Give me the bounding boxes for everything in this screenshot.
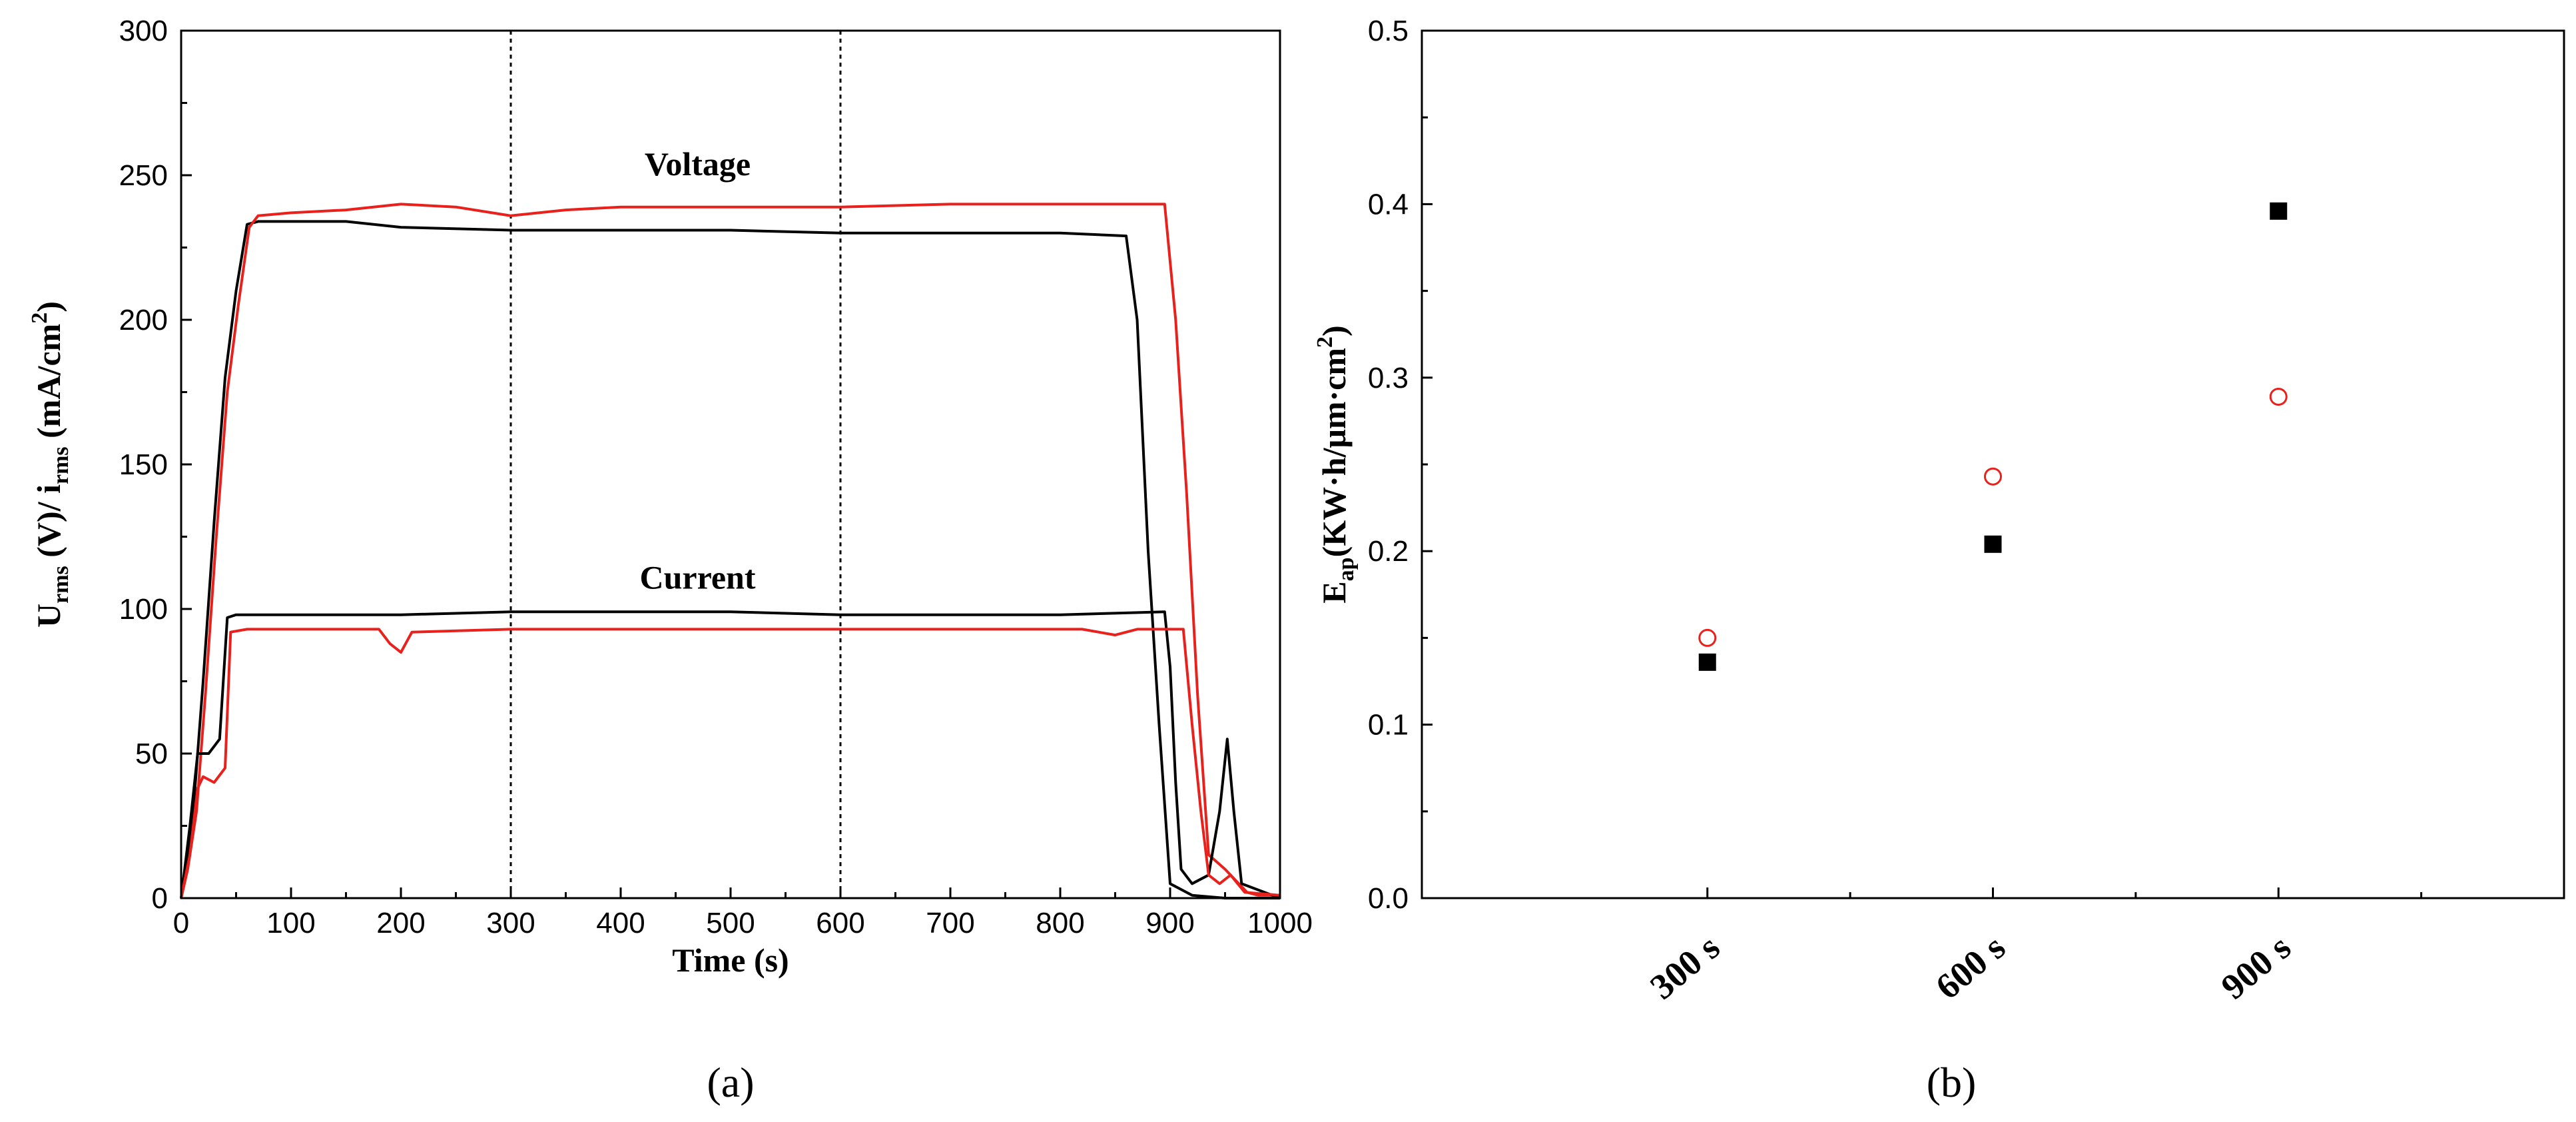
panel-b-y-title-sub: ap — [1334, 557, 1359, 581]
panel-b-y-title-unit: (KW·h/μm·cm — [1315, 348, 1353, 557]
panel-b-y-title-e: E — [1315, 581, 1353, 603]
x-category-label: 900 s — [2214, 927, 2298, 1007]
y-tick-label: 0.4 — [1368, 188, 1409, 221]
point-square-900s — [2270, 202, 2288, 220]
y-tick-label: 0.3 — [1368, 362, 1409, 394]
panel-a-annotations: Voltage Current — [639, 145, 755, 596]
y-tick-label: 50 — [135, 738, 168, 770]
x-tick-label: 400 — [596, 907, 645, 939]
panel-a-y-title-mid: (V)/ i — [30, 484, 67, 566]
x-tick-label: 700 — [926, 907, 974, 939]
y-tick-label: 0.2 — [1368, 535, 1409, 568]
panel-a-y-title-sub2: rms — [49, 446, 73, 484]
y-tick-label: 250 — [119, 159, 168, 192]
panel-b-data-points — [1698, 202, 2288, 671]
panel-b-y-title-close: ) — [1315, 325, 1353, 336]
x-tick-label: 1000 — [1247, 907, 1313, 939]
y-tick-label: 300 — [119, 15, 168, 47]
x-tick-label: 500 — [706, 907, 755, 939]
panel-a-y-ticks: 0 50 100 150 200 250 300 — [119, 15, 192, 915]
panel-a-y-axis-title: Urms (V)/ irms (mA/cm2) — [27, 301, 73, 628]
x-tick-label: 800 — [1036, 907, 1084, 939]
point-circle-600s — [1984, 467, 2002, 486]
point-square-300s — [1698, 653, 1716, 671]
annotation-current: Current — [639, 559, 755, 596]
panel-a-y-title-sup: 2 — [27, 312, 52, 324]
panel-b-scatter-chart: 0.0 0.1 0.2 0.3 0.4 0.5 300 s 600 s 900 s Eap(K… — [1313, 15, 2565, 1106]
panel-b-y-axis-title: Eap(KW·h/μm·cm2) — [1313, 325, 1359, 603]
panel-b-caption: (b) — [1927, 1059, 1977, 1106]
y-tick-label: 100 — [119, 593, 168, 626]
y-tick-label: 0.5 — [1368, 15, 1409, 47]
panel-a-y-title-sub1: rms — [49, 566, 73, 604]
y-tick-label: 150 — [119, 448, 168, 481]
point-circle-300s — [1698, 628, 1717, 647]
panel-b-x-ticks: 300 s 600 s 900 s — [1642, 887, 2423, 1007]
x-category-label: 600 s — [1928, 927, 2013, 1007]
x-tick-label: 900 — [1145, 907, 1194, 939]
y-tick-label: 0.0 — [1368, 882, 1409, 915]
y-tick-label: 0.1 — [1368, 709, 1409, 742]
panel-a-y-title-close: ) — [30, 301, 67, 312]
series-line-current-black — [180, 610, 1281, 899]
panel-b-plot-frame — [1421, 29, 2565, 899]
x-tick-label: 300 — [486, 907, 535, 939]
series-line-voltage-black — [180, 220, 1280, 899]
panel-a-y-title-unit: (mA/cm — [30, 324, 67, 447]
point-circle-900s — [2269, 387, 2288, 406]
y-tick-label: 0 — [152, 882, 168, 915]
y-tick-label: 200 — [119, 304, 168, 336]
panel-a-x-ticks: 0 100 200 300 400 500 600 700 800 900 1000 — [173, 887, 1313, 939]
x-tick-label: 200 — [376, 907, 425, 939]
point-square-600s — [1984, 535, 2002, 553]
x-tick-label: 0 — [173, 907, 189, 939]
x-tick-label: 100 — [266, 907, 315, 939]
panel-a-x-axis-title: Time (s) — [672, 941, 789, 979]
panel-a-caption: (a) — [707, 1059, 754, 1106]
series-line-current-red — [180, 628, 1281, 899]
panel-a-vertical-reference-lines — [509, 31, 842, 898]
panel-b-y-ticks: 0.0 0.1 0.2 0.3 0.4 0.5 — [1368, 15, 1433, 915]
x-category-label: 300 s — [1642, 927, 1727, 1007]
panel-a-time-series-chart: 0 100 200 300 400 500 600 700 800 900 1000 0 50 100 1… — [27, 15, 1313, 1106]
x-tick-label: 600 — [816, 907, 864, 939]
series-line-voltage-red — [180, 203, 1280, 899]
panel-a-series-group — [180, 203, 1281, 899]
panel-a-y-title-u: U — [30, 604, 67, 628]
panel-b-y-title-sup: 2 — [1313, 336, 1337, 348]
annotation-voltage: Voltage — [645, 145, 751, 183]
